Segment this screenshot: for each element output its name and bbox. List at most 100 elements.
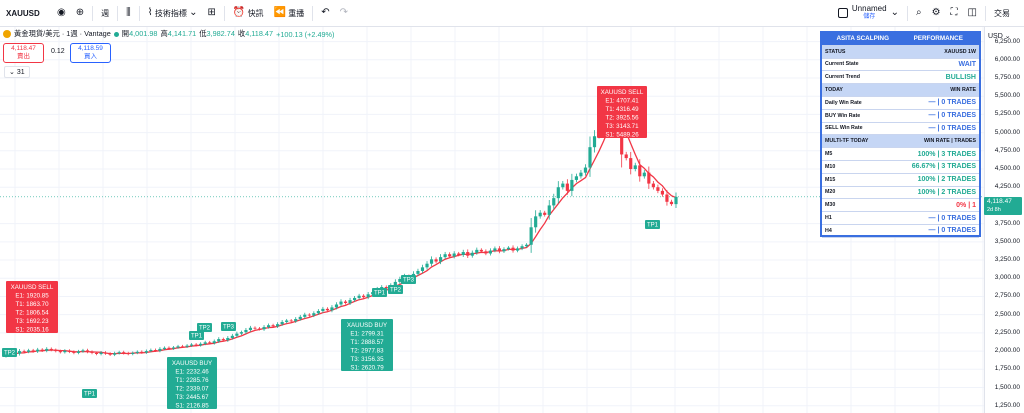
- signal-box: [597, 86, 647, 138]
- settings-icon[interactable]: ⚙: [931, 7, 941, 18]
- candle-body: [294, 319, 298, 322]
- candle-body: [579, 172, 583, 177]
- panel-tf-row: M15 100% | 2 TRADES: [822, 174, 979, 187]
- tp-badge: [221, 322, 236, 331]
- candle-body: [76, 351, 81, 353]
- divider: [312, 5, 314, 21]
- candle-body: [285, 320, 289, 322]
- candle-body: [312, 313, 316, 316]
- price-tick: 5,000.00: [994, 128, 1020, 136]
- layout-button[interactable]: Unnamed 儲存 ⌄: [833, 0, 904, 27]
- currency-label[interactable]: USD ⌄: [988, 33, 1011, 40]
- candle-body: [257, 328, 262, 330]
- candle-body: [624, 154, 628, 159]
- candle-body: [85, 350, 90, 352]
- indicators-button[interactable]: ⌇ 技術指標 ⌄: [143, 0, 203, 27]
- performance-panel: ASITA SCALPING PERFORMANCE STATUS XAUUSD 1…: [820, 31, 981, 238]
- signal-line: XAUUSD SELL: [11, 284, 54, 291]
- candle-body: [398, 278, 402, 282]
- trade-button[interactable]: 交易: [994, 8, 1010, 18]
- signal-line: E1: 4707.41: [605, 98, 639, 105]
- candle-body: [525, 244, 529, 247]
- legend-open: 開4,001.98: [121, 29, 158, 38]
- indicator-count-toggle[interactable]: ⌄ 31: [4, 66, 30, 78]
- sell-button[interactable]: 4,118.47 賣出: [3, 43, 44, 63]
- templates-icon[interactable]: ⊞: [207, 7, 216, 18]
- panel-tf-row: M20 100% | 2 TRADES: [822, 187, 979, 200]
- divider: [138, 5, 140, 21]
- add-symbol-icon[interactable]: ⊕: [75, 7, 85, 18]
- candle-body: [239, 332, 243, 334]
- candle-body: [67, 350, 71, 352]
- price-tick: 3,750.00: [994, 219, 1020, 227]
- price-tick: 1,750.00: [994, 365, 1020, 373]
- price-tick: 5,750.00: [994, 73, 1020, 81]
- fullscreen-icon[interactable]: ⛶: [950, 7, 958, 18]
- tp-badge: [2, 348, 17, 357]
- panel-tf-row: H4— | 0 TRADES: [822, 225, 979, 238]
- camera-icon[interactable]: ◫: [967, 7, 977, 18]
- search-icon[interactable]: ⌕: [915, 7, 922, 18]
- redo-icon[interactable]: ↷: [339, 7, 349, 18]
- price-axis[interactable]: 6,250.00 6,000.00 5,750.00 5,500.00 5,250.00…: [984, 27, 1024, 413]
- legend-close: 收4,118.47: [237, 29, 274, 38]
- spread-value: 0.12: [51, 48, 65, 55]
- alert-button[interactable]: ⏰ 快訊: [228, 0, 269, 27]
- alert-icon: ⏰: [232, 7, 246, 18]
- price-tick: 2,000.00: [994, 347, 1020, 355]
- price-tick: 1,250.00: [994, 401, 1020, 409]
- candle-body: [665, 194, 669, 202]
- circle-eye-icon[interactable]: ◉: [57, 7, 66, 18]
- tp-badge: [401, 275, 416, 284]
- candle-body: [45, 348, 49, 351]
- replay-button[interactable]: ⏪ 重播: [269, 0, 310, 27]
- signal-line: E1: 1920.85: [15, 293, 49, 300]
- price-tick: 3,000.00: [994, 274, 1020, 282]
- signal-line: T1: 2888.57: [350, 339, 384, 346]
- indicators-label: 技術指標: [154, 8, 187, 18]
- divider: [223, 5, 225, 21]
- price-tick: 2,250.00: [994, 328, 1020, 336]
- candle-body: [17, 351, 22, 354]
- candle-body: [669, 201, 674, 205]
- candle-body: [457, 253, 461, 255]
- candle-body: [307, 314, 311, 316]
- candles-icon[interactable]: ⫼: [126, 7, 131, 18]
- candle-body: [36, 349, 40, 352]
- moving-average-line: [5, 120, 677, 356]
- candle-body: [366, 294, 370, 298]
- candle-body: [126, 353, 130, 355]
- candle-body: [352, 297, 357, 301]
- sell-price: 4,118.47: [11, 45, 36, 52]
- candle-body: [620, 125, 624, 155]
- candle-body: [642, 172, 646, 177]
- symbol-search[interactable]: XAUUSD: [6, 8, 40, 18]
- interval-button[interactable]: 週: [101, 8, 110, 18]
- buy-button[interactable]: 4,118.59 買入: [70, 43, 111, 63]
- candle-body: [108, 353, 112, 355]
- candle-body: [49, 348, 53, 351]
- candle-body: [235, 333, 239, 336]
- legend-high: 高4,141.71: [160, 29, 197, 38]
- chevron-down-icon: ⌄: [890, 7, 899, 18]
- candle-body: [298, 316, 302, 320]
- panel-state-row: Current State WAIT: [822, 59, 979, 72]
- candle-body: [176, 346, 180, 348]
- candle-body: [266, 325, 271, 328]
- candle-body: [27, 350, 31, 352]
- tp-badge: [197, 323, 212, 332]
- undo-icon[interactable]: ↶: [321, 7, 330, 18]
- signal-line: T1: 2285.76: [175, 377, 209, 384]
- candle-body: [362, 295, 366, 298]
- candle-body: [199, 343, 203, 346]
- signal-line: T2: 2339.07: [175, 386, 209, 393]
- divider: [985, 5, 986, 21]
- buy-label: 買入: [84, 53, 97, 60]
- candle-body: [72, 351, 76, 353]
- candle-body: [443, 254, 447, 258]
- candle-body: [475, 249, 479, 253]
- candle-body: [416, 270, 420, 274]
- price-tick: 6,000.00: [994, 55, 1020, 63]
- candle-body: [588, 147, 592, 168]
